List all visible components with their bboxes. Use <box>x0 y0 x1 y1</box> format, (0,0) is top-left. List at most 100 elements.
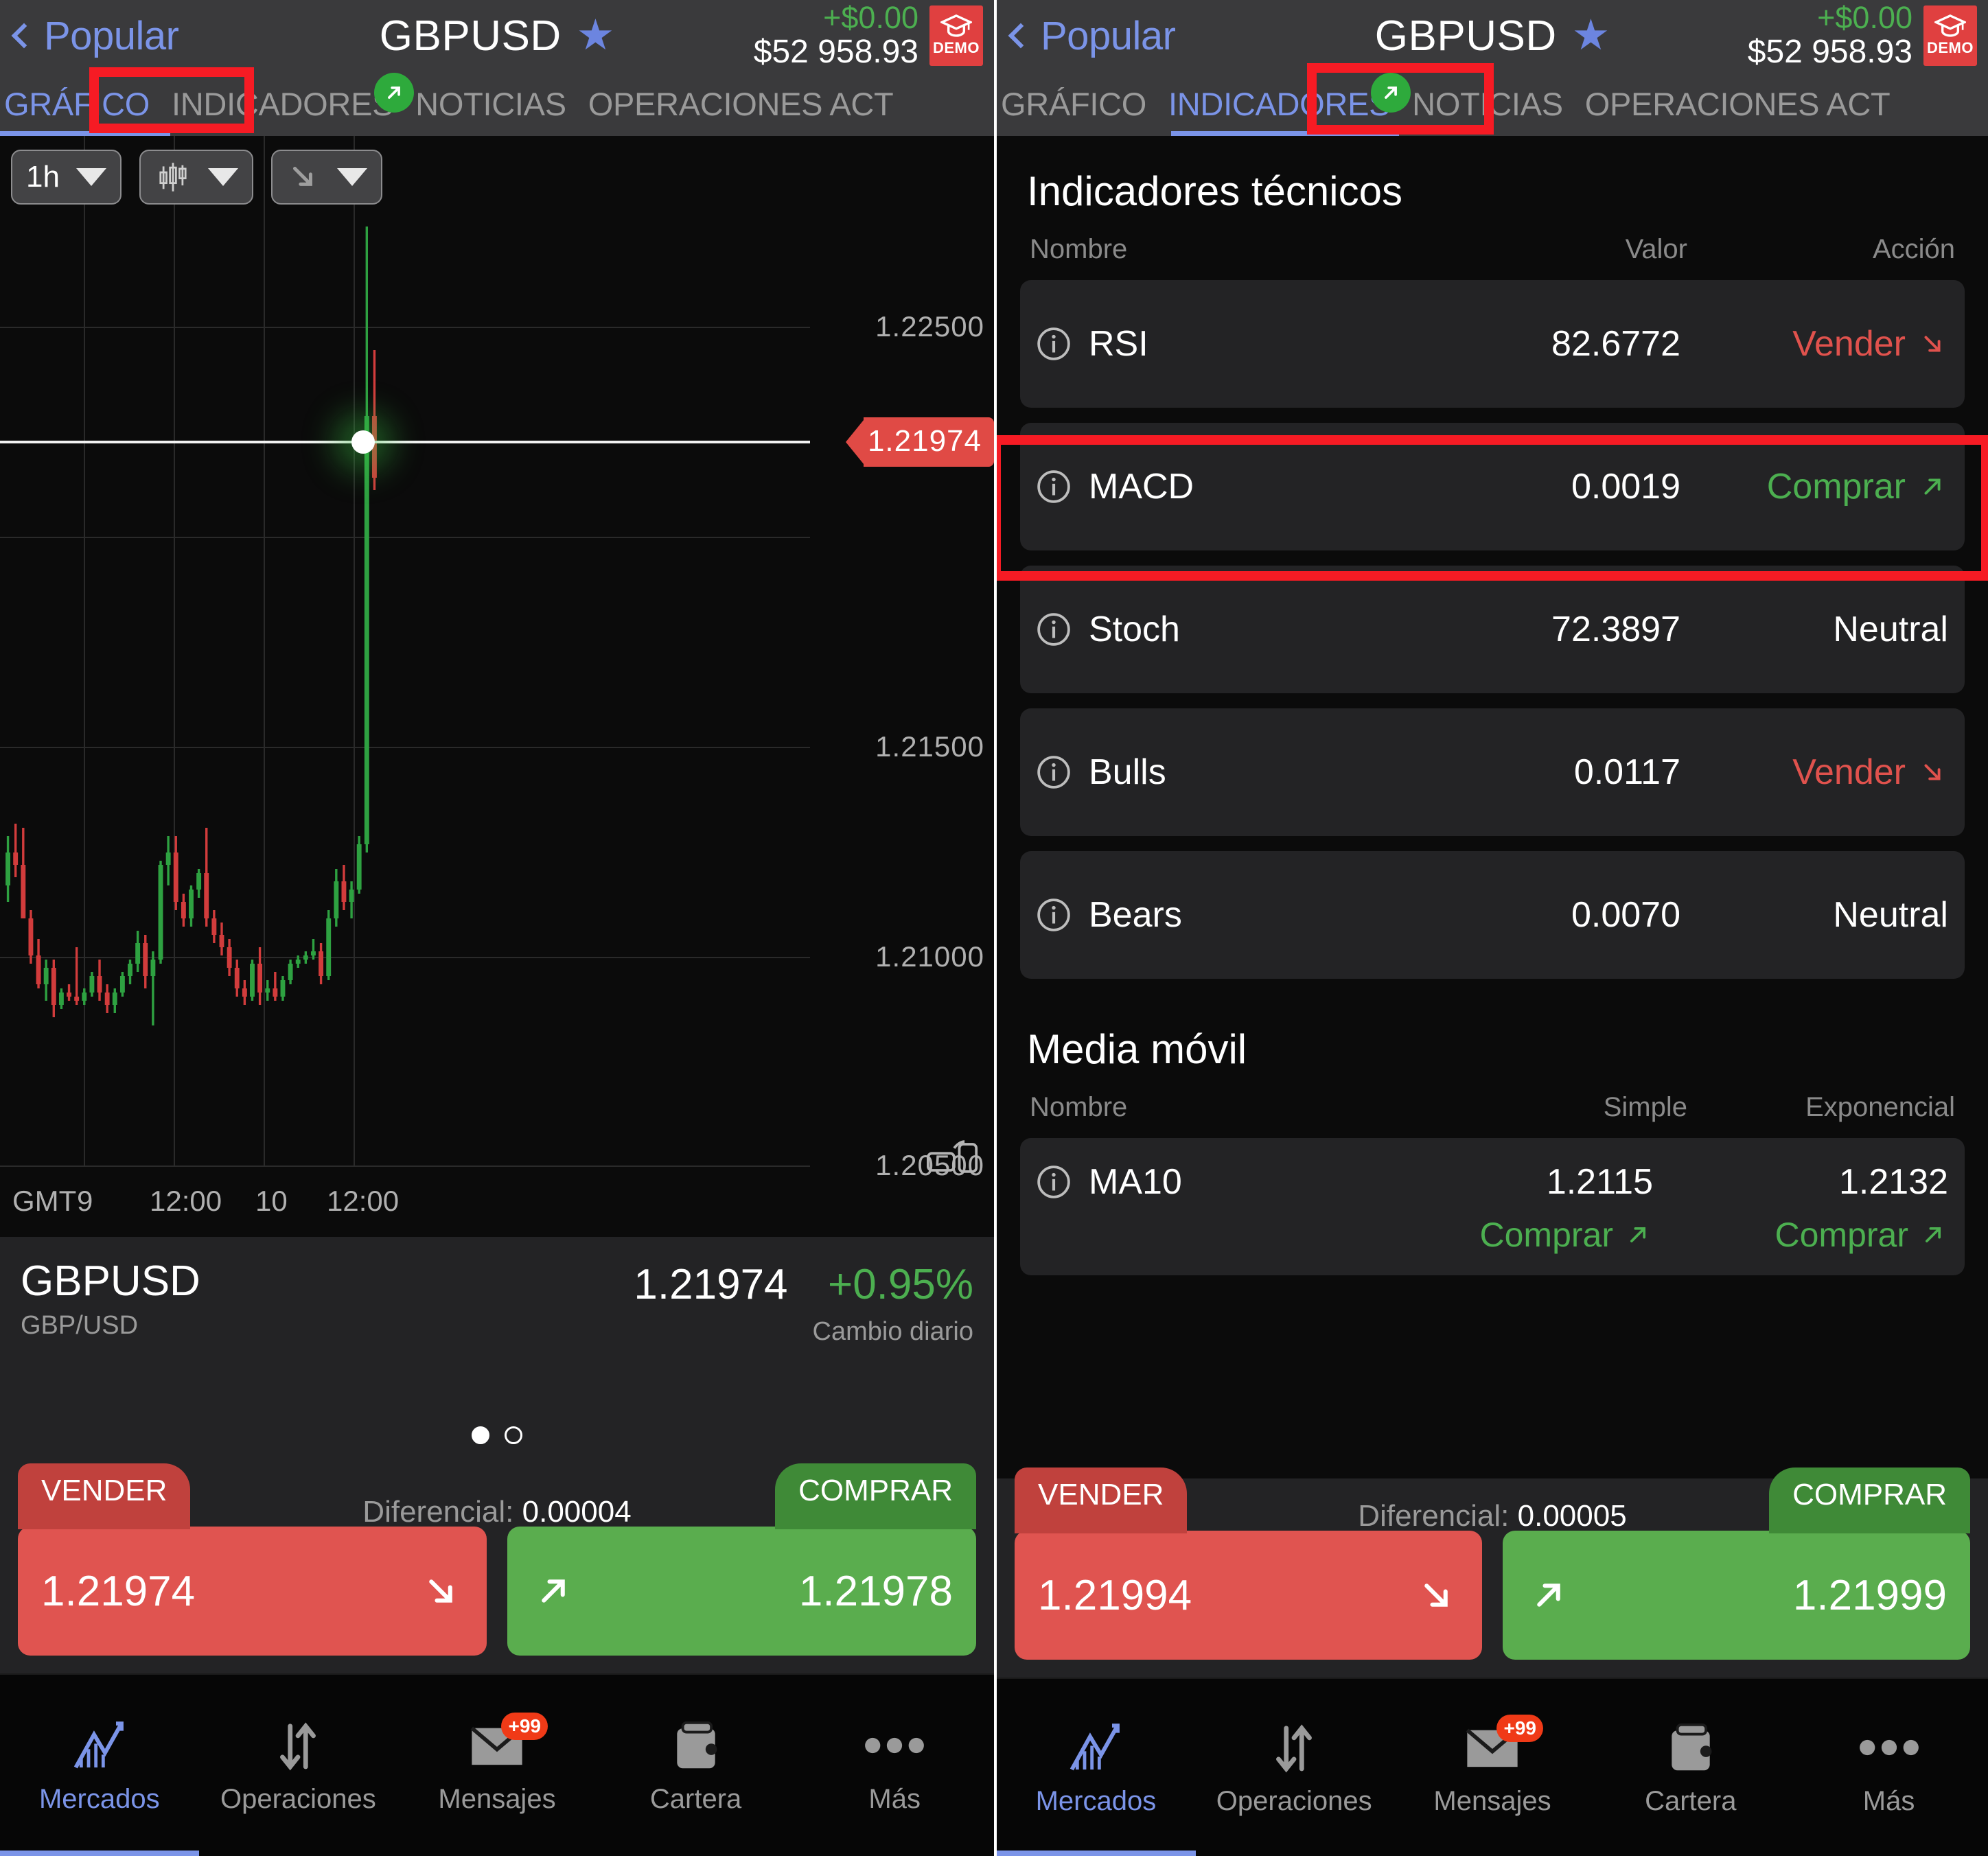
pager-dot-active[interactable] <box>472 1426 489 1444</box>
info-icon[interactable] <box>1037 1165 1071 1199</box>
table-row[interactable]: Bulls 0.0117 Vender <box>1020 708 1965 836</box>
account-summary[interactable]: +$0.00 $52 958.93 DEMO <box>1748 1 1977 70</box>
nav-item-mercados[interactable]: Mercados <box>997 1719 1195 1817</box>
up-arrow-icon <box>1371 72 1411 113</box>
updown-arrows-icon <box>277 1717 319 1774</box>
table-row[interactable]: MACD 0.0019 Comprar <box>1020 423 1965 550</box>
graduation-cap-icon <box>1934 14 1966 37</box>
candlestick-series <box>5 227 377 1025</box>
nav-item-operaciones[interactable]: Operaciones <box>1195 1719 1394 1817</box>
arrow-up-right-icon <box>1630 1227 1645 1242</box>
demo-label: DEMO <box>933 38 980 56</box>
account-balance: $52 958.93 <box>753 34 918 71</box>
table-row[interactable]: Stoch 72.3897 Neutral <box>1020 566 1965 693</box>
quote-pair: GBP/USD <box>21 1311 139 1340</box>
table-row[interactable]: RSI 82.6772 Vender <box>1020 280 1965 408</box>
nav-label-mensajes: Mensajes <box>1433 1785 1551 1816</box>
timezone-label: GMT <box>12 1185 77 1217</box>
price-chart[interactable]: 1h <box>0 136 994 1237</box>
tab-indicadores[interactable]: INDICADORES <box>1157 72 1411 123</box>
ellipsis-icon <box>864 1717 925 1774</box>
nav-item-mas[interactable]: Más <box>1790 1719 1988 1817</box>
chart-type-selector[interactable] <box>139 150 253 205</box>
chevron-left-icon <box>1008 23 1034 49</box>
back-button[interactable]: Popular <box>1008 13 1176 59</box>
bottom-nav: Mercados Operaciones +99 <box>0 1673 994 1856</box>
nav-item-mas[interactable]: Más <box>795 1717 994 1815</box>
rotate-device-icon[interactable] <box>927 1137 979 1178</box>
nav-item-operaciones[interactable]: Operaciones <box>199 1717 398 1815</box>
tab-indicadores[interactable]: INDICADORES <box>161 72 415 123</box>
ma-simple-action-label: Comprar <box>1479 1216 1613 1254</box>
header-valor: Valor <box>1625 234 1687 264</box>
spread-info: Diferencial: 0.00004 <box>0 1495 994 1529</box>
tab-operaciones-act[interactable]: OPERACIONES ACT <box>1584 85 1891 122</box>
header-nombre: Nombre <box>1030 234 1128 264</box>
quote-price: 1.21974 <box>634 1261 788 1308</box>
indicator-value: 0.0019 <box>1571 467 1680 507</box>
buy-price: 1.21978 <box>798 1567 953 1615</box>
x-axis-tick: 9 <box>77 1185 93 1217</box>
gridline <box>0 957 810 958</box>
buy-button[interactable]: COMPRAR 1.21978 <box>507 1463 976 1656</box>
pager-dots[interactable] <box>0 1426 994 1444</box>
info-icon[interactable] <box>1037 612 1071 647</box>
ma-exponential-action: Comprar <box>1653 1215 1948 1255</box>
envelope-icon: +99 <box>1465 1714 1543 1776</box>
indicator-name: RSI <box>1089 324 1148 364</box>
nav-item-mercados[interactable]: Mercados <box>0 1717 199 1815</box>
nav-item-cartera[interactable]: Cartera <box>1591 1719 1790 1817</box>
nav-item-cartera[interactable]: Cartera <box>597 1717 796 1815</box>
nav-item-mensajes[interactable]: +99 Mensajes <box>1394 1714 1592 1817</box>
buy-button[interactable]: COMPRAR 1.21999 <box>1503 1468 1970 1660</box>
tab-active-underline <box>1171 131 1399 136</box>
tab-grafico[interactable]: GRÁFICO <box>4 85 150 122</box>
back-button[interactable]: Popular <box>11 13 179 59</box>
trend-arrow-down-icon <box>292 167 312 186</box>
info-icon[interactable] <box>1037 469 1071 504</box>
arrow-up-right-icon <box>1537 1584 1560 1607</box>
tab-noticias[interactable]: NOTICIAS <box>1412 85 1563 122</box>
table-row[interactable]: MA10 1.2115 1.2132 Comprar Comprar <box>1020 1138 1965 1275</box>
indicator-value: 0.0117 <box>1573 752 1680 792</box>
x-axis-tick: 10 <box>255 1185 288 1217</box>
sell-button[interactable]: VENDER 1.21994 <box>1015 1468 1482 1660</box>
nav-label-mensajes: Mensajes <box>438 1783 556 1814</box>
table-row[interactable]: Bears 0.0070 Neutral <box>1020 851 1965 979</box>
y-axis-tick: 1.22500 <box>875 310 984 343</box>
info-icon[interactable] <box>1037 755 1071 789</box>
arrow-down-right-icon <box>1924 764 1941 780</box>
arrow-up-right-icon <box>1926 1227 1941 1242</box>
ma-exponential-value: 1.2132 <box>1838 1162 1948 1202</box>
header-simple: Simple <box>1603 1092 1687 1122</box>
nav-item-mensajes[interactable]: +99 Mensajes <box>397 1712 597 1815</box>
tab-operaciones-act[interactable]: OPERACIONES ACT <box>588 85 894 122</box>
timeframe-label: 1h <box>26 160 60 194</box>
star-icon[interactable]: ★ <box>1571 12 1610 59</box>
drawing-tool-selector[interactable] <box>270 150 382 205</box>
pager-dot[interactable] <box>505 1426 522 1444</box>
gridline <box>264 136 265 1165</box>
indicator-name: Bears <box>1089 895 1182 935</box>
indicators-section-title: Indicadores técnicos <box>1027 168 1402 214</box>
quote-panel[interactable]: GBPUSD GBP/USD 1.21974 +0.95% Cambio dia… <box>0 1237 994 1474</box>
tab-indicadores-label: INDICADORES <box>172 85 394 122</box>
message-badge: +99 <box>1496 1714 1543 1742</box>
account-summary[interactable]: +$0.00 $52 958.93 DEMO <box>754 1 983 70</box>
chevron-left-icon <box>11 23 37 49</box>
wallet-icon <box>671 1717 721 1774</box>
trade-bar: Diferencial: 0.00004 VENDER 1.21974 COMP… <box>0 1463 994 1673</box>
arrow-down-right-icon <box>429 1579 452 1603</box>
info-icon[interactable] <box>1037 327 1071 361</box>
back-label: Popular <box>1041 13 1176 58</box>
x-axis-tick: 12:00 <box>327 1185 400 1217</box>
timeframe-selector[interactable]: 1h <box>11 150 122 205</box>
tab-grafico[interactable]: GRÁFICO <box>1001 85 1147 122</box>
x-axis: GMT 9 12:00 10 12:00 <box>0 1165 994 1237</box>
star-icon[interactable]: ★ <box>576 12 615 59</box>
sell-button[interactable]: VENDER 1.21974 <box>18 1463 487 1656</box>
spread-info: Diferencial: 0.00005 <box>997 1499 1988 1533</box>
tab-noticias[interactable]: NOTICIAS <box>415 85 566 122</box>
y-axis-tick: 1.21500 <box>875 730 984 763</box>
info-icon[interactable] <box>1037 898 1071 932</box>
